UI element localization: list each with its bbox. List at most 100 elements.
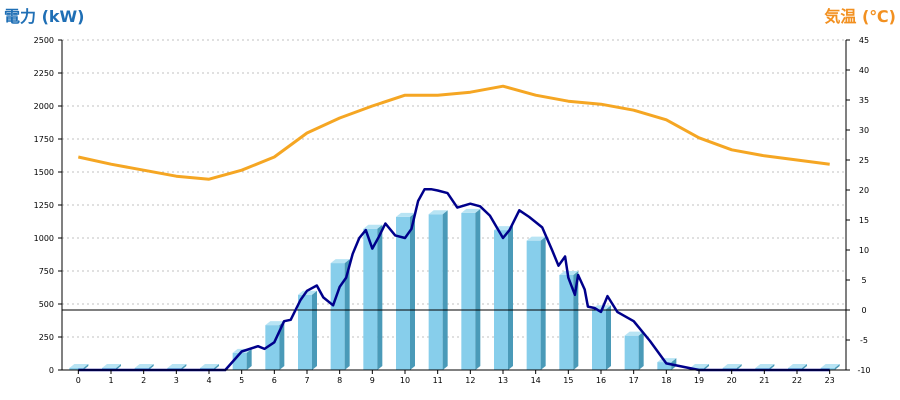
x-tick-label: 4 (206, 376, 211, 385)
bar-top (755, 364, 775, 369)
bar-top (396, 212, 415, 217)
right-tick-label: 35 (859, 96, 869, 105)
power-line (78, 187, 830, 372)
right-tick-label: 15 (859, 216, 869, 225)
bar-side (834, 364, 840, 370)
grid-lines (62, 39, 846, 338)
x-tick-label: 2 (141, 376, 146, 385)
x-tick-label: 7 (304, 376, 309, 385)
bar-top (363, 224, 383, 229)
tick-labels: 02505007501000125015001750200022502500-1… (34, 36, 871, 385)
x-tick-label: 3 (174, 376, 179, 385)
bar-side (638, 331, 644, 370)
bar-side (410, 212, 415, 370)
left-tick-label: 750 (39, 267, 54, 276)
bar-series (69, 208, 840, 370)
bar (232, 348, 252, 370)
x-tick-label: 11 (433, 376, 443, 385)
x-tick-label: 1 (108, 376, 113, 385)
bar-side (442, 210, 448, 370)
right-tick-label: 45 (859, 36, 869, 45)
bar-side (508, 226, 513, 370)
bar (428, 210, 448, 370)
bar-top (624, 331, 644, 336)
bar-top (788, 364, 807, 369)
bar-front (69, 368, 84, 370)
right-tick-label: 0 (861, 306, 866, 315)
right-tick-label: 20 (859, 186, 869, 195)
bar-side (704, 364, 709, 370)
bar-side (312, 290, 317, 370)
bar-side (214, 364, 219, 370)
bar-top (428, 210, 448, 215)
x-tick-label: 8 (337, 376, 342, 385)
right-tick-label: 25 (859, 156, 869, 165)
bar-front (428, 214, 443, 370)
x-tick-label: 6 (272, 376, 277, 385)
bar-top (102, 364, 121, 369)
bar-side (83, 364, 89, 370)
x-tick-label: 18 (661, 376, 671, 385)
x-tick-label: 17 (629, 376, 639, 385)
bar-front (624, 335, 639, 370)
bar-side (769, 364, 775, 370)
bar-side (540, 236, 546, 370)
bar-side (606, 305, 611, 370)
bar-side (279, 321, 285, 370)
left-tick-label: 250 (39, 333, 54, 342)
bar-top (200, 364, 219, 369)
x-tick-label: 19 (694, 376, 704, 385)
bar (330, 259, 350, 370)
temperature-line (77, 84, 830, 181)
bar-front (461, 212, 476, 370)
x-tick-label: 20 (727, 376, 737, 385)
bar-side (116, 364, 121, 370)
left-tick-label: 2500 (34, 36, 54, 45)
x-tick-label: 5 (239, 376, 244, 385)
x-tick-label: 0 (76, 376, 81, 385)
bar-side (344, 259, 350, 370)
bar-side (377, 224, 383, 370)
bar-front (330, 263, 345, 370)
bar-side (246, 348, 252, 370)
axes (58, 39, 850, 374)
left-axis-title: 電力 (kW) (4, 7, 85, 26)
bar-front (526, 240, 541, 370)
right-tick-label: 40 (859, 66, 869, 75)
bar (526, 236, 546, 370)
bar-side (148, 364, 154, 370)
bar-front (494, 230, 508, 370)
bar-top (461, 208, 481, 213)
x-tick-label: 15 (563, 376, 573, 385)
x-tick-label: 21 (759, 376, 769, 385)
bar-front (363, 228, 378, 370)
left-tick-label: 1250 (34, 201, 54, 210)
right-tick-label: 10 (859, 246, 869, 255)
bar-side (475, 208, 481, 370)
left-tick-label: 1750 (34, 135, 54, 144)
bar-top (690, 364, 709, 369)
bar-top (134, 364, 154, 369)
bar-side (181, 364, 187, 370)
bar (461, 208, 481, 370)
right-tick-label: -10 (857, 366, 870, 375)
x-tick-label: 12 (465, 376, 475, 385)
right-tick-label: -5 (860, 336, 868, 345)
bar-side (736, 364, 742, 370)
bar-front (592, 309, 606, 370)
x-tick-label: 16 (596, 376, 606, 385)
bar (363, 224, 383, 370)
x-tick-label: 23 (825, 376, 835, 385)
x-tick-label: 10 (400, 376, 410, 385)
bar-top (167, 364, 187, 369)
bar-front (657, 362, 672, 370)
bar-side (802, 364, 807, 370)
bar (624, 331, 644, 370)
bar-top (69, 364, 89, 369)
bar (396, 212, 415, 370)
x-tick-label: 22 (792, 376, 802, 385)
x-tick-label: 9 (370, 376, 375, 385)
left-tick-label: 500 (39, 300, 54, 309)
bar-top (526, 236, 546, 241)
